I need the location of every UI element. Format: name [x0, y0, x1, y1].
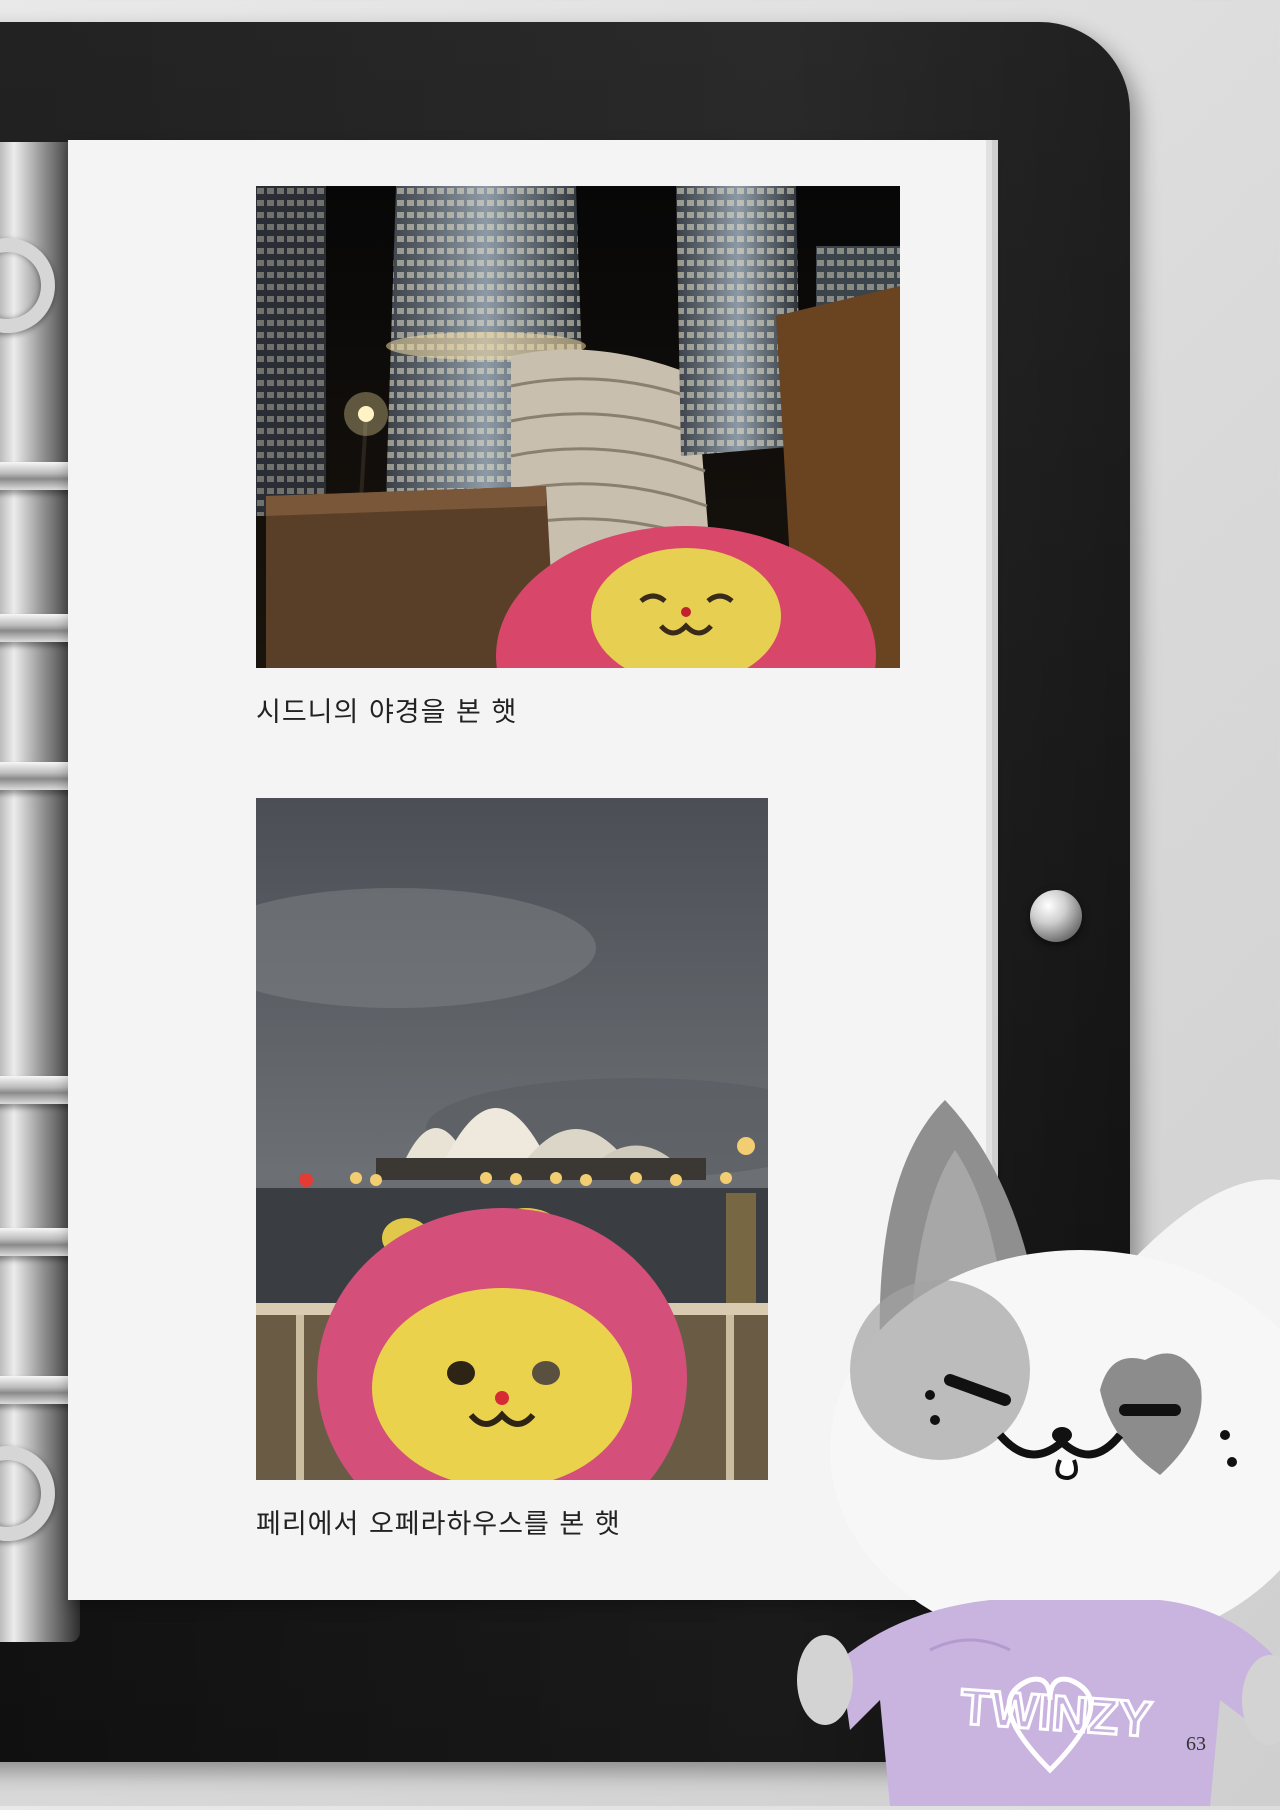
- page-number: 63: [1186, 1733, 1206, 1755]
- photo-opera-house-ferry: [256, 798, 768, 1480]
- photo-sydney-night-skyline: [256, 186, 900, 668]
- photo-1-caption: 시드니의 야경을 본 햇: [256, 697, 518, 728]
- cat-plush-decoration: TWINZY: [780, 1090, 1280, 1806]
- opera-house-illustration: [256, 798, 768, 1480]
- cat-plush-illustration: TWINZY: [797, 1100, 1280, 1806]
- photo-2-caption: 페리에서 오페라하우스를 본 햇: [256, 1509, 621, 1540]
- night-skyline-illustration: [256, 186, 900, 668]
- binder-snap-button[interactable]: [1030, 890, 1082, 942]
